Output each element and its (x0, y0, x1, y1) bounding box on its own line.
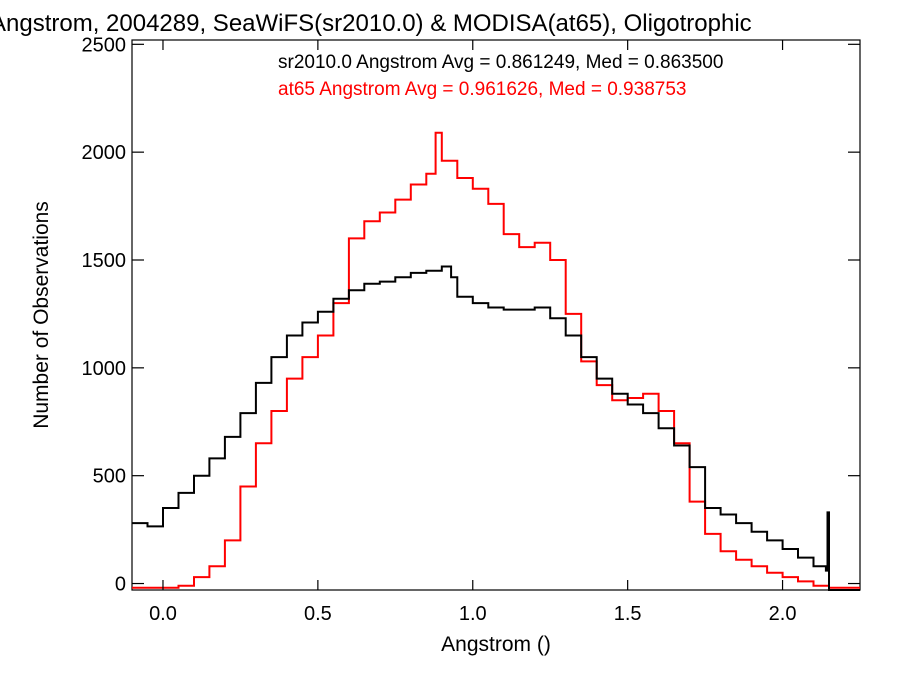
x-tick-label: 1.5 (614, 603, 642, 625)
chart-title: Angstrom, 2004289, SeaWiFS(sr2010.0) & M… (0, 10, 752, 37)
series-line-at65 (132, 131, 860, 589)
x-tick-label: 0.5 (304, 603, 332, 625)
y-tick-label: 1000 (82, 358, 127, 380)
y-tick-label: 2000 (82, 142, 127, 164)
x-tick-label: 2.0 (769, 603, 797, 625)
plot-area (131, 39, 861, 591)
x-axis-ticks: 0.0 0.5 1.0 1.5 2.0 (149, 40, 796, 625)
plot-frame (131, 39, 861, 591)
y-tick-label: 500 (93, 466, 126, 488)
at65-stat-text: at65 Angstrom Avg = 0.961626, Med = 0.93… (278, 79, 686, 100)
y-tick-label: 1500 (82, 250, 127, 272)
y-axis-label: Number of Observations (30, 201, 53, 429)
x-tick-label: 0.0 (149, 603, 177, 625)
y-tick-label: 0 (115, 574, 126, 596)
x-tick-label: 1.0 (459, 603, 487, 625)
sr2010-stat-text: sr2010.0 Angstrom Avg = 0.861249, Med = … (278, 52, 723, 73)
series-layer (132, 131, 860, 591)
x-axis-label: Angstrom () (441, 633, 551, 656)
y-axis-ticks: 0 500 1000 1500 2000 2500 (82, 34, 860, 596)
y-tick-label: 2500 (82, 34, 127, 56)
series-line-sr2010 (132, 265, 860, 591)
